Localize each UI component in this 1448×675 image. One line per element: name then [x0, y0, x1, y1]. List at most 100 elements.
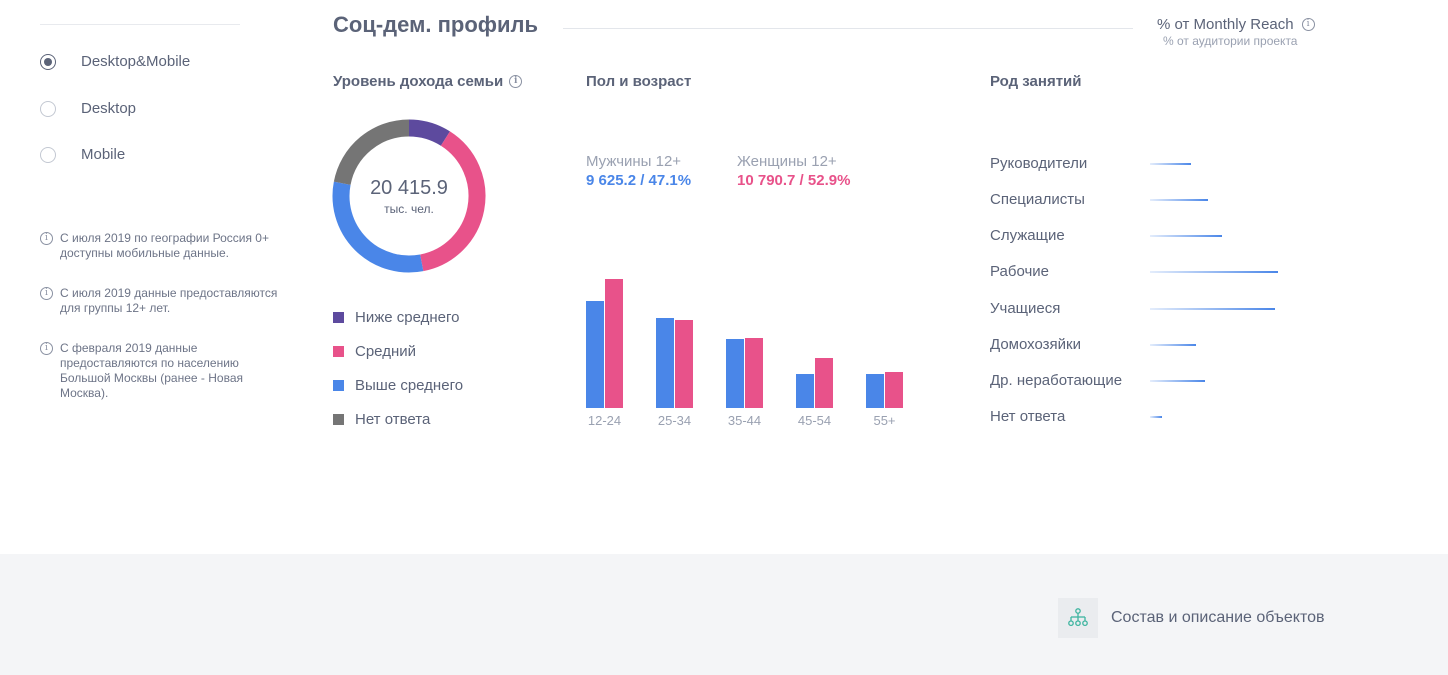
- legend-swatch: [333, 346, 344, 357]
- donut-slice: [408, 119, 450, 146]
- info-note: i С февраля 2019 данные предоставляются …: [40, 341, 280, 401]
- donut-slice: [333, 119, 410, 186]
- female-bar: [675, 320, 693, 408]
- platform-option-label: Mobile: [81, 146, 126, 163]
- reach-label: % от Monthly Reach i: [1157, 16, 1315, 33]
- platform-option-mobile[interactable]: Mobile: [40, 146, 125, 163]
- legend-item: Ниже среднего: [333, 309, 459, 326]
- title-divider: [563, 28, 1133, 29]
- legend-label: Выше среднего: [355, 377, 464, 394]
- platform-option-desktop-mobile[interactable]: Desktop&Mobile: [40, 53, 190, 70]
- platform-option-desktop[interactable]: Desktop: [40, 100, 136, 117]
- male-bar: [586, 301, 604, 408]
- female-bar: [605, 279, 623, 408]
- occupation-bar: [1150, 162, 1191, 165]
- occupation-row: Руководители: [990, 155, 1191, 172]
- occupation-bar: [1150, 234, 1222, 237]
- income-title: Уровень дохода семьи i: [333, 73, 523, 90]
- info-note-text: С июля 2019 по географии Россия 0+ досту…: [60, 231, 269, 260]
- age-bar-chart: 12-24 25-34 35-44 45-54 55+: [586, 279, 903, 428]
- legend-label: Средний: [355, 343, 416, 360]
- info-icon: i: [40, 342, 53, 355]
- occupation-row: Специалисты: [990, 191, 1208, 208]
- info-icon: i: [40, 232, 53, 245]
- legend-item: Выше среднего: [333, 377, 463, 394]
- section-title: Соц-дем. профиль: [333, 12, 539, 37]
- legend-swatch: [333, 414, 344, 425]
- occupation-title: Род занятий: [990, 73, 1082, 90]
- male-label: Мужчины 12+: [586, 153, 682, 170]
- occupation-bar: [1150, 270, 1278, 273]
- occupation-label: Нет ответа: [990, 408, 1066, 425]
- donut-center: 20 415.9 тыс. чел.: [332, 119, 486, 273]
- info-icon[interactable]: i: [509, 75, 523, 88]
- platform-option-label: Desktop&Mobile: [81, 53, 191, 70]
- objects-description-link[interactable]: Состав и описание объектов: [1058, 598, 1325, 638]
- reach-label-text: % от Monthly Reach: [1157, 16, 1294, 33]
- donut-slice: [419, 131, 486, 272]
- occupation-row: Рабочие: [990, 263, 1278, 280]
- radio-unchecked-icon[interactable]: [40, 146, 56, 163]
- female-label: Женщины 12+: [737, 153, 837, 170]
- male-bar: [656, 318, 674, 408]
- hierarchy-icon[interactable]: [1058, 598, 1098, 638]
- occupation-bar: [1150, 198, 1208, 201]
- male-bar: [796, 374, 814, 408]
- male-bar: [866, 374, 884, 408]
- info-icon[interactable]: i: [1301, 18, 1315, 31]
- female-bar: [745, 338, 763, 408]
- info-note-text: С июля 2019 данные предоставляются для г…: [60, 286, 278, 315]
- radio-checked-icon[interactable]: [40, 53, 56, 70]
- gender-age-title: Пол и возраст: [586, 73, 692, 90]
- occupation-label: Руководители: [990, 155, 1088, 172]
- donut-svg: [332, 119, 486, 273]
- info-note: i С июля 2019 данные предоставляются для…: [40, 286, 280, 316]
- occupation-bar: [1150, 415, 1162, 418]
- male-stat: Мужчины 12+ 9 625.2 / 47.1%: [586, 153, 691, 189]
- occupation-label: Др. неработающие: [990, 372, 1123, 389]
- occupation-row: Нет ответа: [990, 408, 1162, 425]
- occupation-bar: [1150, 343, 1196, 346]
- occupation-bar: [1150, 307, 1275, 310]
- legend-swatch: [333, 312, 344, 323]
- occupation-bar: [1150, 379, 1205, 382]
- female-bar: [815, 358, 833, 408]
- occupation-label: Домохозяйки: [990, 336, 1081, 353]
- occupation-row: Служащие: [990, 227, 1222, 244]
- info-icon: i: [40, 287, 53, 300]
- footer: Состав и описание объектов: [0, 554, 1448, 675]
- male-bar: [726, 339, 744, 408]
- female-bar: [885, 372, 903, 408]
- legend-label: Ниже среднего: [355, 309, 460, 326]
- info-note: i С июля 2019 по географии Россия 0+ дос…: [40, 231, 280, 261]
- platform-option-label: Desktop: [81, 100, 137, 117]
- sidebar-divider: [40, 24, 240, 25]
- donut-slice: [332, 181, 424, 273]
- female-stat: Женщины 12+ 10 790.7 / 52.9%: [737, 153, 850, 189]
- legend-item: Нет ответа: [333, 411, 430, 428]
- age-tick-label: 35-44: [728, 413, 761, 428]
- occupation-label: Служащие: [990, 227, 1065, 244]
- income-title-text: Уровень дохода семьи: [333, 73, 504, 90]
- legend-item: Средний: [333, 343, 416, 360]
- male-value: 9 625.2 / 47.1%: [586, 172, 692, 189]
- age-tick-label: 12-24: [588, 413, 621, 428]
- objects-description-label[interactable]: Состав и описание объектов: [1111, 609, 1325, 626]
- reach-sublabel: % от аудитории проекта: [1163, 34, 1298, 48]
- donut-total: 20 415.9: [370, 177, 448, 199]
- occupation-label: Специалисты: [990, 191, 1085, 208]
- occupation-row: Др. неработающие: [990, 372, 1205, 389]
- legend-swatch: [333, 380, 344, 391]
- legend-label: Нет ответа: [355, 411, 431, 428]
- age-tick-label: 55+: [873, 413, 895, 428]
- female-value: 10 790.7 / 52.9%: [737, 172, 851, 189]
- occupation-label: Учащиеся: [990, 300, 1061, 317]
- occupation-row: Домохозяйки: [990, 336, 1196, 353]
- income-donut-chart: 20 415.9 тыс. чел.: [332, 119, 486, 273]
- age-tick-label: 45-54: [798, 413, 831, 428]
- info-note-text: С февраля 2019 данные предоставляются по…: [60, 341, 243, 400]
- occupation-row: Учащиеся: [990, 300, 1275, 317]
- occupation-label: Рабочие: [990, 263, 1049, 280]
- radio-unchecked-icon[interactable]: [40, 100, 56, 117]
